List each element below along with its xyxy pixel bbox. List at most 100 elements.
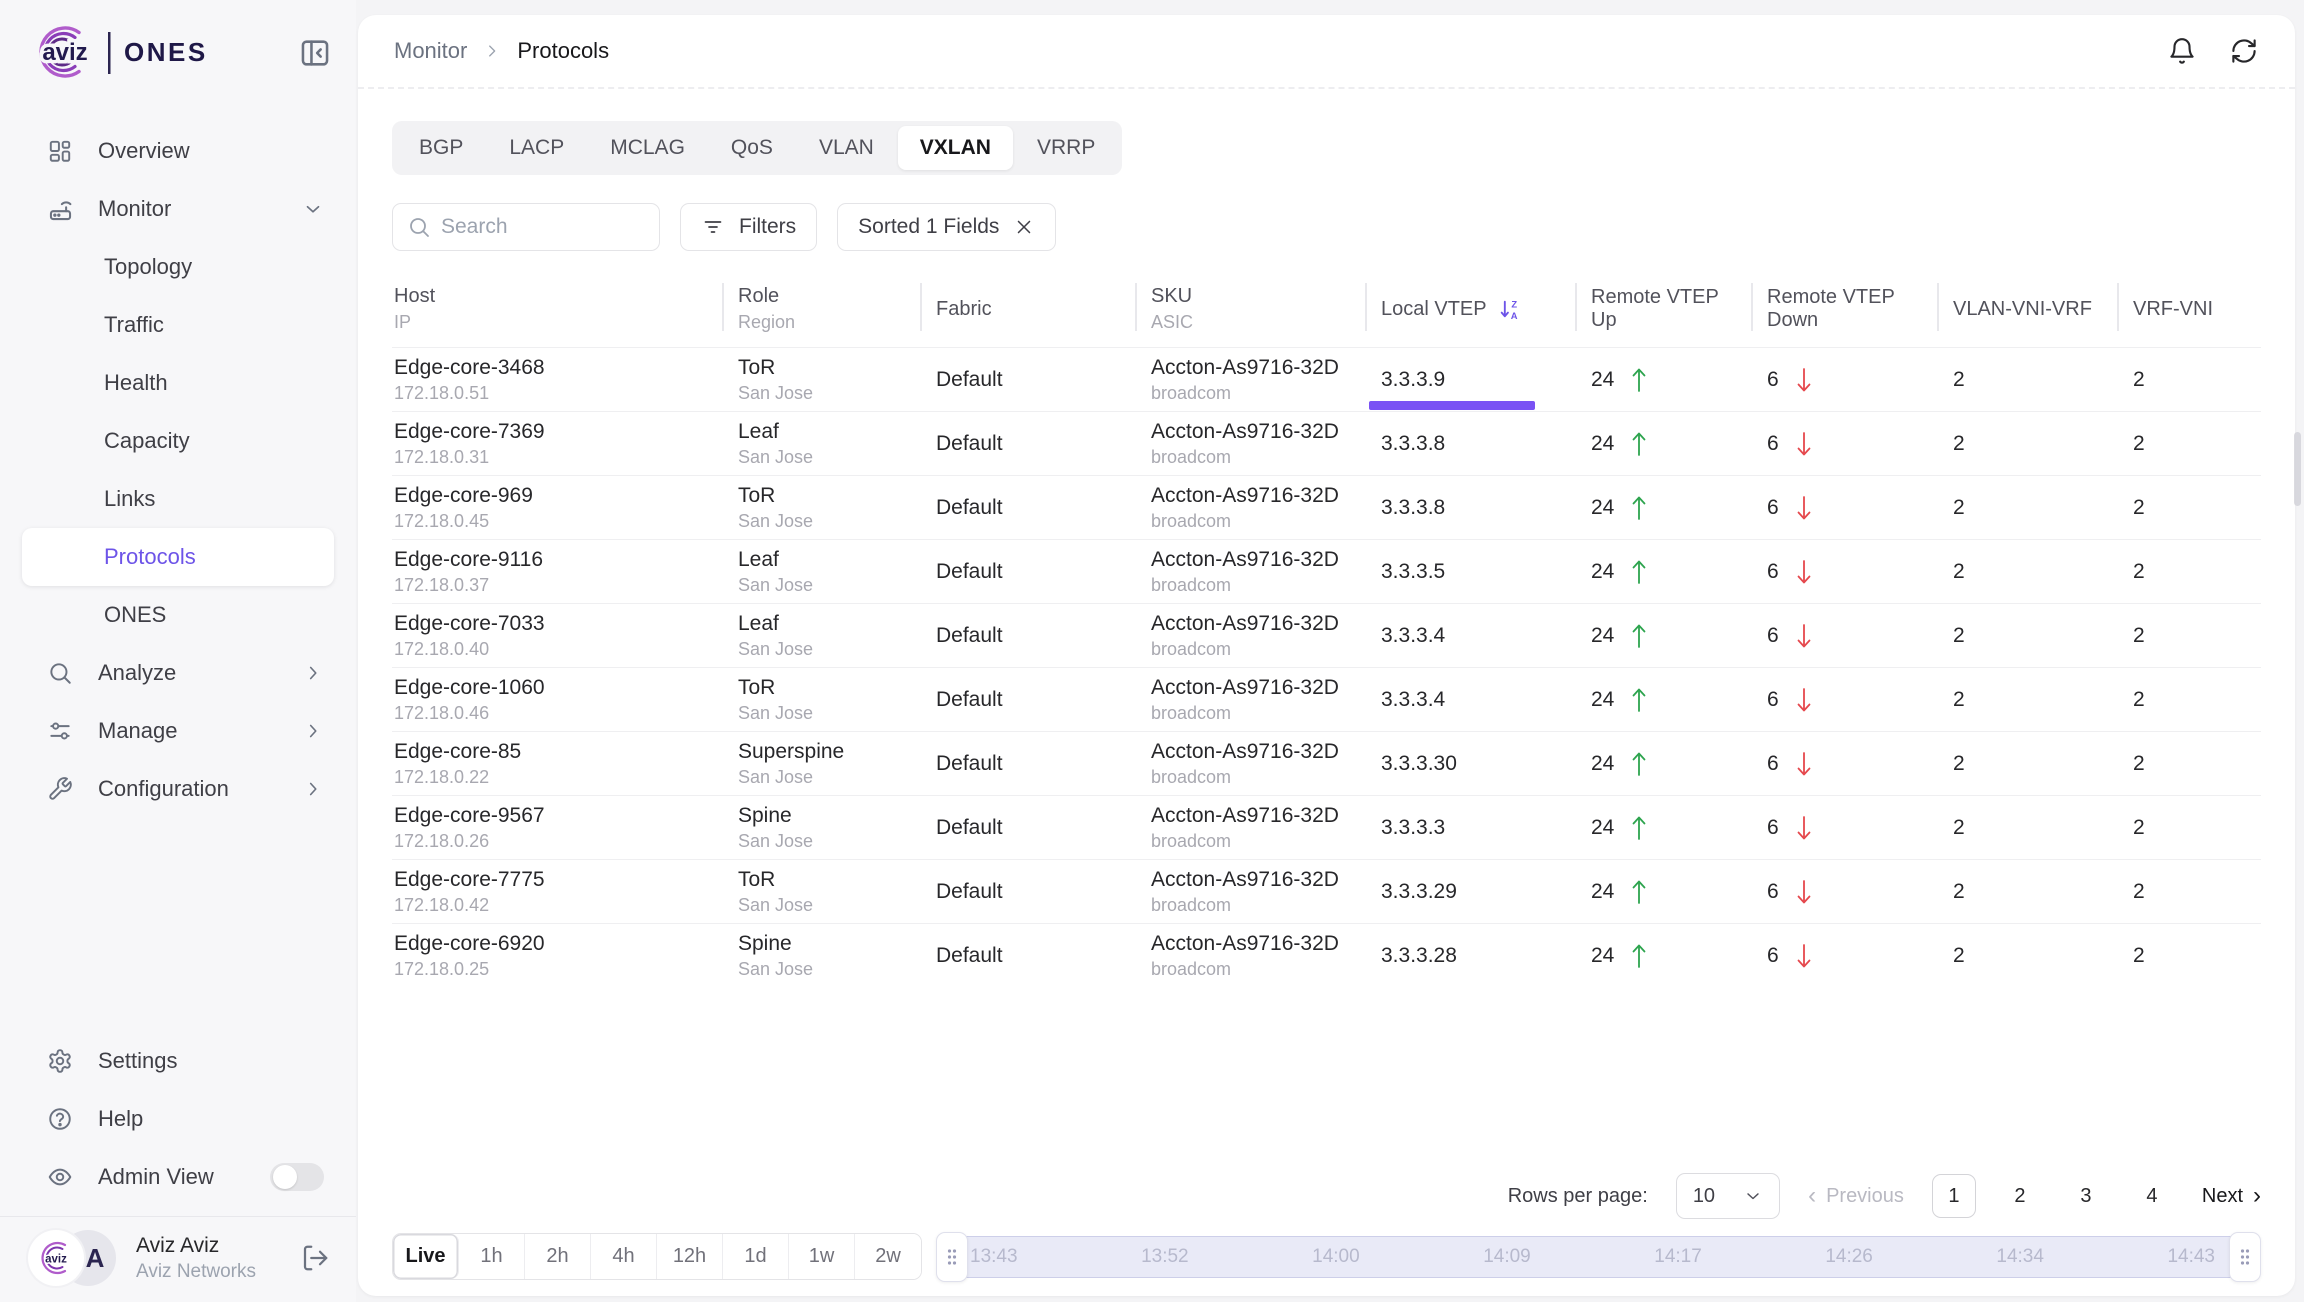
column-header-local-vtep[interactable]: Local VTEP Z A — [1365, 281, 1575, 348]
timeline-right-handle[interactable] — [2229, 1231, 2261, 1282]
local-vtep[interactable]: 3.3.3.28 — [1381, 943, 1457, 967]
time-range-button[interactable]: 2h — [525, 1234, 591, 1279]
protocol-tab[interactable]: QoS — [709, 126, 795, 170]
admin-view-toggle[interactable] — [270, 1162, 324, 1191]
table-row[interactable]: Edge-core-9567 172.18.0.26 Spine San Jose … — [392, 795, 2261, 860]
time-range-button[interactable]: 1d — [723, 1234, 789, 1279]
sidebar-item-monitor[interactable]: Monitor — [0, 180, 356, 238]
local-vtep[interactable]: 3.3.3.29 — [1381, 879, 1457, 903]
protocol-tab[interactable]: VLAN — [797, 126, 896, 170]
role: ToR — [738, 483, 776, 507]
refresh-button[interactable] — [2229, 36, 2259, 66]
sidebar-item-admin-view: Admin View — [0, 1148, 356, 1206]
column-header-vrf-vni[interactable]: VRF-VNI — [2117, 281, 2261, 348]
sidebar-item-manage[interactable]: Manage — [0, 702, 356, 760]
table-row[interactable]: Edge-core-85 172.18.0.22 Superspine San Jo… — [392, 731, 2261, 796]
protocol-tab[interactable]: MCLAG — [588, 126, 707, 170]
sidebar-item-configuration[interactable]: Configuration — [0, 760, 356, 818]
sort-descending-icon[interactable]: Z A — [1497, 297, 1522, 322]
time-range-button[interactable]: 2w — [855, 1234, 921, 1279]
time-range-button[interactable]: 4h — [591, 1234, 657, 1279]
region: San Jose — [738, 830, 814, 851]
sidebar-item-protocols[interactable]: Protocols — [22, 528, 334, 586]
local-vtep[interactable]: 3.3.3.5 — [1381, 559, 1446, 583]
table-row[interactable]: Edge-core-3468 172.18.0.51 ToR San Jose De… — [392, 347, 2261, 412]
sorted-fields-chip[interactable]: Sorted 1 Fields — [837, 203, 1057, 251]
page-number-button[interactable]: 1 — [1931, 1174, 1976, 1218]
timeline-timestamp: 13:52 — [1141, 1245, 1189, 1267]
search-input[interactable] — [441, 215, 645, 239]
local-vtep[interactable]: 3.3.3.8 — [1381, 431, 1446, 455]
local-vtep[interactable]: 3.3.3.4 — [1381, 687, 1446, 711]
previous-page-button[interactable]: ‹ Previous — [1808, 1182, 1904, 1209]
page-number-button[interactable]: 3 — [2064, 1174, 2108, 1218]
local-vtep[interactable]: 3.3.3.3 — [1381, 815, 1446, 839]
timeline-left-handle[interactable] — [936, 1231, 968, 1282]
table-row[interactable]: Edge-core-9116 172.18.0.37 Leaf San Jose D… — [392, 539, 2261, 604]
arrow-down-icon — [1797, 815, 1811, 839]
notifications-button[interactable] — [2167, 36, 2197, 66]
breadcrumb-parent[interactable]: Monitor — [394, 38, 468, 63]
time-range-button[interactable]: 1w — [789, 1234, 855, 1279]
sidebar-item-links[interactable]: Links — [104, 486, 156, 511]
local-vtep[interactable]: 3.3.3.8 — [1381, 495, 1446, 519]
column-header-role[interactable]: Role Region — [722, 281, 920, 348]
selected-cell-indicator — [1369, 401, 1535, 410]
sidebar-item-ones[interactable]: ONES — [104, 602, 167, 627]
sidebar-item-analyze[interactable]: Analyze — [0, 644, 356, 702]
page-number-button[interactable]: 4 — [2130, 1174, 2174, 1218]
sidebar-item-capacity[interactable]: Capacity — [104, 428, 190, 453]
close-icon[interactable] — [1013, 216, 1035, 238]
sidebar-item-help[interactable]: Help — [0, 1090, 356, 1148]
page-number-button[interactable]: 2 — [1998, 1174, 2042, 1218]
table-row[interactable]: Edge-core-7775 172.18.0.42 ToR San Jose De… — [392, 859, 2261, 924]
local-vtep[interactable]: 3.3.3.9 — [1381, 367, 1446, 391]
table-row[interactable]: Edge-core-1060 172.18.0.46 ToR San Jose De… — [392, 667, 2261, 732]
router-icon — [46, 195, 74, 223]
sidebar-item-topology[interactable]: Topology — [104, 254, 193, 279]
breadcrumb-current: Protocols — [517, 38, 610, 63]
sidebar-item-settings[interactable]: Settings — [0, 1032, 356, 1090]
time-range-button[interactable]: 1h — [459, 1234, 525, 1279]
chevron-down-icon — [302, 198, 324, 220]
user-profile[interactable]: aviz A Aviz Aviz Aviz Networks — [0, 1217, 356, 1302]
sidebar-item-health[interactable]: Health — [104, 370, 168, 395]
time-range-button[interactable]: Live — [393, 1234, 459, 1279]
sidebar-collapse-button[interactable] — [298, 36, 332, 70]
protocol-tab[interactable]: BGP — [397, 126, 485, 170]
table-row[interactable]: Edge-core-969 172.18.0.45 ToR San Jose Def… — [392, 475, 2261, 540]
sidebar-nav: Overview Monitor Topology Traffic Health… — [0, 122, 356, 818]
next-page-button[interactable]: Next › — [2201, 1182, 2261, 1209]
fabric: Default — [936, 751, 1003, 775]
sidebar-item-overview[interactable]: Overview — [0, 122, 356, 180]
column-header-remote-vtep-down[interactable]: Remote VTEP Down — [1751, 281, 1937, 348]
column-header-remote-vtep-up[interactable]: Remote VTEP Up — [1575, 281, 1751, 348]
fabric: Default — [936, 559, 1003, 583]
host-ip: 172.18.0.40 — [394, 638, 490, 659]
column-header-sku[interactable]: SKU ASIC — [1135, 281, 1365, 348]
timeline-selected-window[interactable] — [948, 1235, 2249, 1278]
sidebar-item-traffic[interactable]: Traffic — [104, 312, 164, 337]
sidebar-item-label: Help — [98, 1105, 144, 1131]
protocol-tab[interactable]: VXLAN — [897, 126, 1013, 170]
table-row[interactable]: Edge-core-7033 172.18.0.40 Leaf San Jose D… — [392, 603, 2261, 668]
local-vtep[interactable]: 3.3.3.4 — [1381, 623, 1446, 647]
logout-button[interactable] — [300, 1243, 330, 1273]
column-header-host[interactable]: Host IP — [394, 285, 436, 332]
column-header-fabric[interactable]: Fabric — [920, 281, 1135, 348]
asic: broadcom — [1151, 574, 1232, 595]
protocol-tab[interactable]: LACP — [487, 126, 586, 170]
table-row[interactable]: Edge-core-6920 172.18.0.25 Spine San Jose … — [392, 923, 2261, 988]
arrow-up-icon — [1632, 688, 1646, 712]
table-row[interactable]: Edge-core-7369 172.18.0.31 Leaf San Jose D… — [392, 411, 2261, 476]
filters-button[interactable]: Filters — [680, 203, 818, 251]
local-vtep[interactable]: 3.3.3.30 — [1381, 751, 1457, 775]
protocol-tab[interactable]: VRRP — [1015, 126, 1117, 170]
time-range-button[interactable]: 12h — [657, 1234, 723, 1279]
column-header-vlan-vni-vrf[interactable]: VLAN-VNI-VRF — [1937, 281, 2117, 348]
arrow-down-icon — [1797, 879, 1811, 903]
scrollbar-thumb[interactable] — [2294, 432, 2301, 506]
vlan-vni-vrf-count: 2 — [1953, 687, 1965, 711]
rows-per-page-select[interactable]: 10 — [1675, 1173, 1781, 1219]
remote-vtep-down-count: 6 — [1767, 815, 1779, 839]
